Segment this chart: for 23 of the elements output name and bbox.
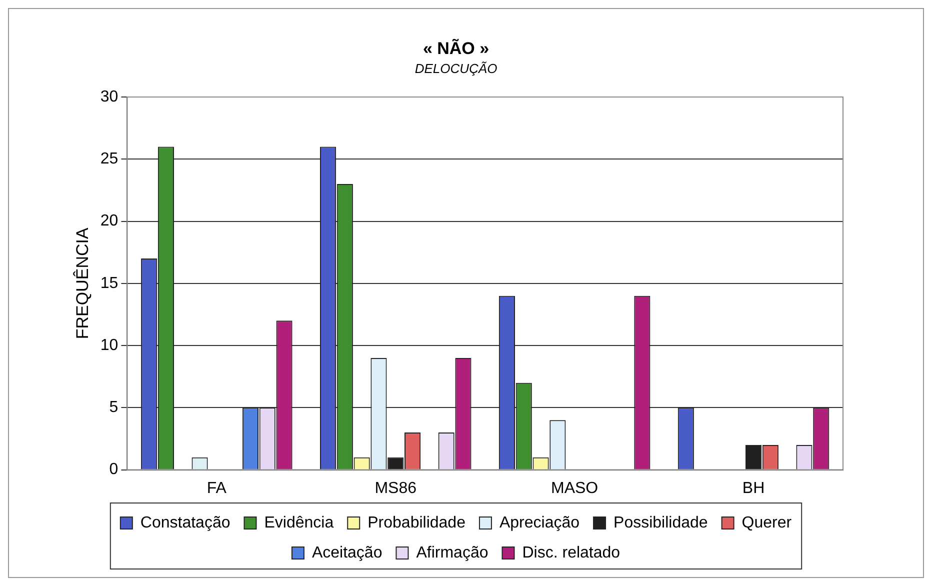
y-tick-label: 10	[100, 336, 118, 354]
y-tick-label: 25	[100, 150, 118, 168]
y-tick-label: 0	[109, 461, 118, 478]
legend-label: Afirmação	[416, 544, 488, 562]
x-tick-label: BH	[742, 480, 765, 497]
legend-label: Possibilidade	[614, 514, 708, 532]
y-tick-label: 20	[100, 212, 118, 230]
x-tick-label: MASO	[551, 480, 598, 497]
y-tick-label: 30	[100, 88, 118, 106]
legend-label: Probabilidade	[368, 514, 466, 532]
legend-label: Disc. relatado	[522, 544, 620, 562]
y-axis-title: FREQUÊNCIA	[72, 227, 92, 340]
legend-label: Aceitação	[312, 544, 382, 562]
legend-label: Evidência	[264, 514, 334, 532]
y-tick-label: 15	[100, 274, 118, 292]
x-tick-label: MS86	[374, 480, 417, 497]
legend-label: Constatação	[140, 514, 230, 532]
chart-title: « NÃO »	[422, 38, 490, 58]
legend-label: Querer	[742, 514, 792, 532]
legend-label: Apreciação	[499, 514, 580, 532]
x-tick-label: FA	[206, 480, 227, 497]
y-tick-label: 5	[109, 399, 118, 416]
chart-subtitle: DELOCUÇÃO	[414, 60, 498, 76]
